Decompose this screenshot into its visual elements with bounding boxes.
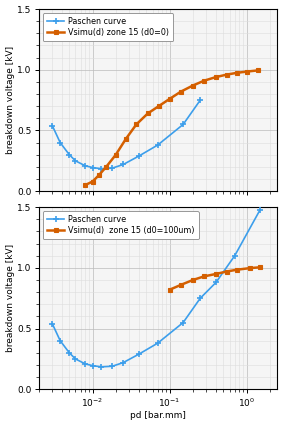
Paschen curve bbox=[83, 163, 87, 168]
Paschen curve bbox=[91, 363, 94, 368]
Vsimu(d) zone 15 (d0=0) bbox=[114, 152, 117, 157]
Vsimu(d) zone 15 (d0=0) bbox=[179, 89, 183, 94]
Paschen curve bbox=[156, 143, 159, 148]
Paschen curve bbox=[156, 341, 159, 346]
Vsimu(d)  zone 15 (d0=100um) bbox=[214, 271, 218, 276]
Vsimu(d) zone 15 (d0=0) bbox=[191, 83, 194, 88]
Paschen curve bbox=[74, 357, 77, 362]
Paschen curve bbox=[233, 253, 236, 258]
Vsimu(d) zone 15 (d0=0) bbox=[168, 96, 171, 101]
Vsimu(d) zone 15 (d0=0) bbox=[256, 68, 260, 73]
Vsimu(d) zone 15 (d0=0) bbox=[124, 136, 128, 141]
Vsimu(d) zone 15 (d0=0) bbox=[97, 173, 100, 178]
Paschen curve bbox=[137, 153, 141, 158]
Vsimu(d)  zone 15 (d0=100um) bbox=[168, 287, 171, 292]
Paschen curve bbox=[59, 338, 62, 343]
Paschen curve bbox=[68, 350, 71, 355]
Paschen curve bbox=[121, 162, 125, 167]
Vsimu(d) zone 15 (d0=0) bbox=[202, 78, 206, 83]
Vsimu(d) zone 15 (d0=0) bbox=[146, 111, 149, 116]
Legend: Paschen curve, Vsimu(d)  zone 15 (d0=100um): Paschen curve, Vsimu(d) zone 15 (d0=100u… bbox=[43, 211, 199, 239]
Y-axis label: breakdown voltage [kV]: breakdown voltage [kV] bbox=[6, 46, 14, 154]
Paschen curve bbox=[258, 207, 262, 212]
Paschen curve bbox=[59, 140, 62, 145]
Line: Vsimu(d) zone 15 (d0=0): Vsimu(d) zone 15 (d0=0) bbox=[83, 68, 260, 187]
Vsimu(d) zone 15 (d0=0) bbox=[225, 72, 228, 77]
Vsimu(d) zone 15 (d0=0) bbox=[91, 179, 94, 184]
Paschen curve bbox=[68, 152, 71, 157]
Paschen curve bbox=[199, 296, 202, 301]
Line: Vsimu(d)  zone 15 (d0=100um): Vsimu(d) zone 15 (d0=100um) bbox=[167, 265, 263, 292]
Vsimu(d)  zone 15 (d0=100um) bbox=[202, 274, 206, 279]
Legend: Paschen curve, Vsimu(d) zone 15 (d0=0): Paschen curve, Vsimu(d) zone 15 (d0=0) bbox=[43, 13, 173, 41]
Vsimu(d)  zone 15 (d0=100um) bbox=[235, 267, 239, 272]
Vsimu(d) zone 15 (d0=0) bbox=[135, 122, 138, 127]
Paschen curve bbox=[83, 361, 87, 366]
Line: Paschen curve: Paschen curve bbox=[49, 206, 264, 370]
Vsimu(d)  zone 15 (d0=100um) bbox=[179, 282, 183, 288]
Vsimu(d) zone 15 (d0=0) bbox=[83, 183, 87, 188]
Vsimu(d)  zone 15 (d0=100um) bbox=[258, 265, 262, 270]
Paschen curve bbox=[137, 351, 141, 357]
Paschen curve bbox=[51, 123, 54, 128]
Paschen curve bbox=[181, 122, 185, 127]
Vsimu(d) zone 15 (d0=0) bbox=[214, 75, 218, 80]
Paschen curve bbox=[214, 280, 218, 285]
X-axis label: pd [bar.mm]: pd [bar.mm] bbox=[130, 412, 186, 420]
Paschen curve bbox=[100, 364, 103, 369]
Paschen curve bbox=[91, 165, 94, 170]
Paschen curve bbox=[121, 360, 125, 365]
Paschen curve bbox=[111, 166, 114, 171]
Paschen curve bbox=[181, 320, 185, 325]
Y-axis label: breakdown voltage [kV]: breakdown voltage [kV] bbox=[6, 244, 14, 352]
Paschen curve bbox=[199, 98, 202, 103]
Vsimu(d) zone 15 (d0=0) bbox=[157, 104, 160, 109]
Vsimu(d)  zone 15 (d0=100um) bbox=[248, 265, 252, 271]
Vsimu(d)  zone 15 (d0=100um) bbox=[225, 269, 228, 274]
Paschen curve bbox=[51, 321, 54, 326]
Line: Paschen curve: Paschen curve bbox=[49, 97, 204, 172]
Paschen curve bbox=[100, 166, 103, 171]
Vsimu(d) zone 15 (d0=0) bbox=[104, 164, 108, 170]
Vsimu(d)  zone 15 (d0=100um) bbox=[191, 277, 194, 282]
Vsimu(d) zone 15 (d0=0) bbox=[235, 70, 239, 75]
Vsimu(d) zone 15 (d0=0) bbox=[245, 69, 248, 74]
Paschen curve bbox=[74, 158, 77, 164]
Paschen curve bbox=[111, 364, 114, 369]
